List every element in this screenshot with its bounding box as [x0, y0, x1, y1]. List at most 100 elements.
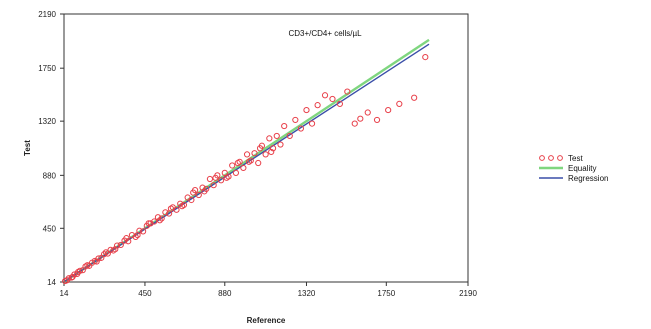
data-point — [162, 209, 169, 216]
data-point — [234, 159, 241, 167]
data-point — [314, 102, 321, 109]
data-point — [199, 184, 206, 191]
data-point — [69, 273, 76, 281]
data-point — [256, 145, 264, 152]
data-point — [422, 54, 429, 61]
x-tick-label: 2190 — [459, 289, 477, 298]
data-point — [210, 182, 217, 189]
legend-label: Test — [568, 154, 583, 163]
data-point — [65, 275, 72, 282]
legend-item-test: Test — [539, 154, 583, 163]
data-point — [286, 132, 293, 140]
x-tick-label: 1750 — [377, 289, 395, 298]
data-point — [102, 249, 110, 256]
y-tick-label: 1750 — [38, 64, 56, 73]
data-point — [125, 238, 132, 245]
data-point — [281, 122, 288, 130]
data-point — [292, 116, 299, 124]
data-point — [167, 205, 175, 212]
data-point — [277, 141, 284, 148]
data-point — [95, 255, 102, 262]
data-point — [201, 188, 208, 195]
y-tick-label: 14 — [47, 278, 56, 287]
legend-item-equality: Equality — [539, 164, 596, 173]
data-point — [344, 88, 351, 95]
data-point — [145, 220, 152, 227]
data-point — [93, 258, 100, 265]
y-tick-label: 1320 — [38, 117, 56, 126]
data-point — [303, 106, 310, 114]
legend-label: Equality — [568, 164, 596, 173]
data-point — [123, 235, 130, 242]
data-point — [156, 217, 163, 224]
data-point — [336, 100, 343, 108]
data-point — [269, 145, 277, 152]
x-axis-ticks: 14 450 880 1320 1750 2190 — [60, 282, 477, 298]
data-point — [385, 106, 392, 114]
data-point — [154, 214, 162, 221]
data-point — [351, 120, 358, 127]
data-point — [101, 251, 108, 258]
data-point — [117, 241, 124, 249]
data-point — [232, 169, 240, 176]
y-tick-label: 450 — [43, 224, 57, 233]
data-point — [321, 92, 329, 99]
data-point — [112, 246, 119, 253]
data-point — [188, 196, 195, 204]
data-point — [411, 94, 418, 101]
x-tick-label: 880 — [218, 289, 232, 298]
data-point — [223, 174, 230, 181]
data-point — [84, 262, 91, 269]
data-point — [329, 95, 336, 103]
data-point — [151, 218, 158, 225]
data-point — [190, 189, 197, 196]
y-tick-label: 880 — [43, 171, 57, 180]
data-point — [139, 228, 147, 235]
x-axis-label: Reference — [247, 316, 286, 325]
data-point — [373, 116, 381, 124]
x-tick-label: 1320 — [298, 289, 316, 298]
data-point — [107, 246, 114, 253]
y-axis-label: Test — [23, 140, 32, 156]
data-point — [240, 164, 247, 172]
data-point — [134, 231, 141, 239]
data-point — [268, 148, 275, 156]
data-point — [266, 135, 273, 142]
data-point — [396, 100, 403, 108]
plot-frame — [63, 13, 469, 283]
data-point — [308, 120, 316, 127]
x-tick-label: 450 — [138, 289, 152, 298]
data-point — [132, 233, 139, 241]
data-point — [262, 151, 269, 158]
data-point — [158, 215, 165, 222]
data-point — [147, 220, 154, 227]
legend-marker — [557, 155, 563, 161]
data-point — [245, 158, 253, 165]
chart-annotation: CD3+/CD4+ cells/µL — [288, 29, 362, 38]
data-point — [217, 177, 225, 184]
data-point — [357, 115, 364, 122]
legend-item-regression: Regression — [539, 174, 608, 183]
data-point — [273, 132, 280, 140]
data-point — [113, 242, 121, 249]
data-point — [75, 268, 82, 276]
legend-marker — [539, 155, 545, 161]
data-point — [212, 174, 219, 181]
data-point — [251, 150, 258, 157]
y-tick-label: 2190 — [38, 10, 56, 19]
data-point — [255, 159, 262, 167]
y-axis-ticks: 14 450 880 1320 1750 2190 — [38, 10, 64, 287]
legend-label: Regression — [568, 174, 608, 183]
data-point — [173, 206, 180, 213]
x-tick-label: 14 — [60, 289, 69, 298]
data-point — [364, 109, 371, 116]
data-point — [243, 151, 251, 158]
legend-marker — [548, 155, 554, 161]
data-point — [195, 191, 202, 199]
data-point — [229, 162, 236, 169]
data-point — [297, 125, 305, 132]
data-point — [178, 203, 186, 210]
series-points — [62, 54, 429, 285]
data-point — [206, 175, 214, 183]
